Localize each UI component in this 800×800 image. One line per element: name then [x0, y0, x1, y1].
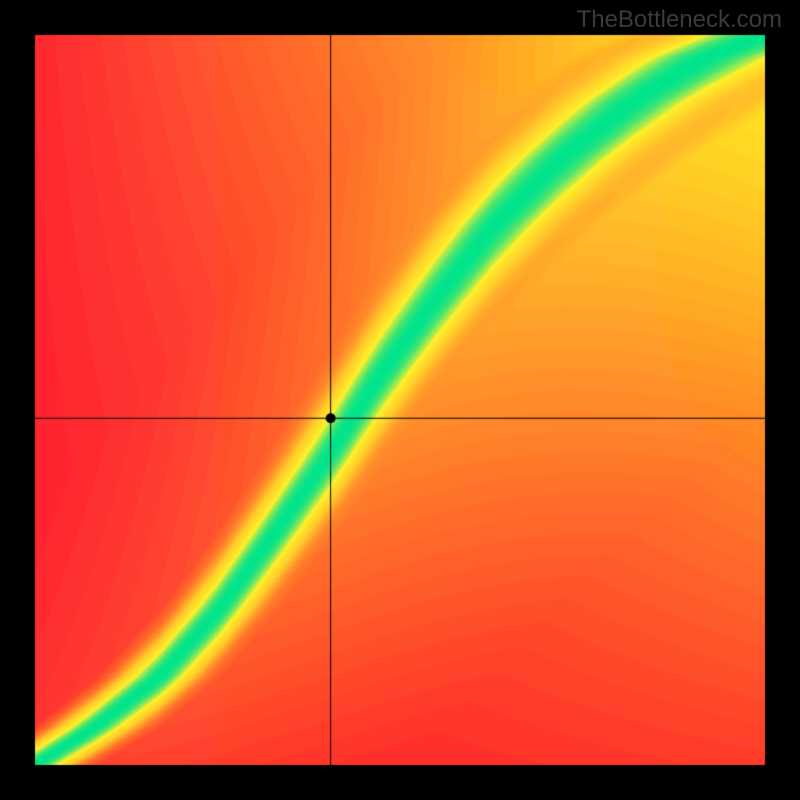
chart-container: TheBottleneck.com [0, 0, 800, 800]
heatmap-canvas [0, 0, 800, 800]
watermark-text: TheBottleneck.com [577, 6, 782, 34]
